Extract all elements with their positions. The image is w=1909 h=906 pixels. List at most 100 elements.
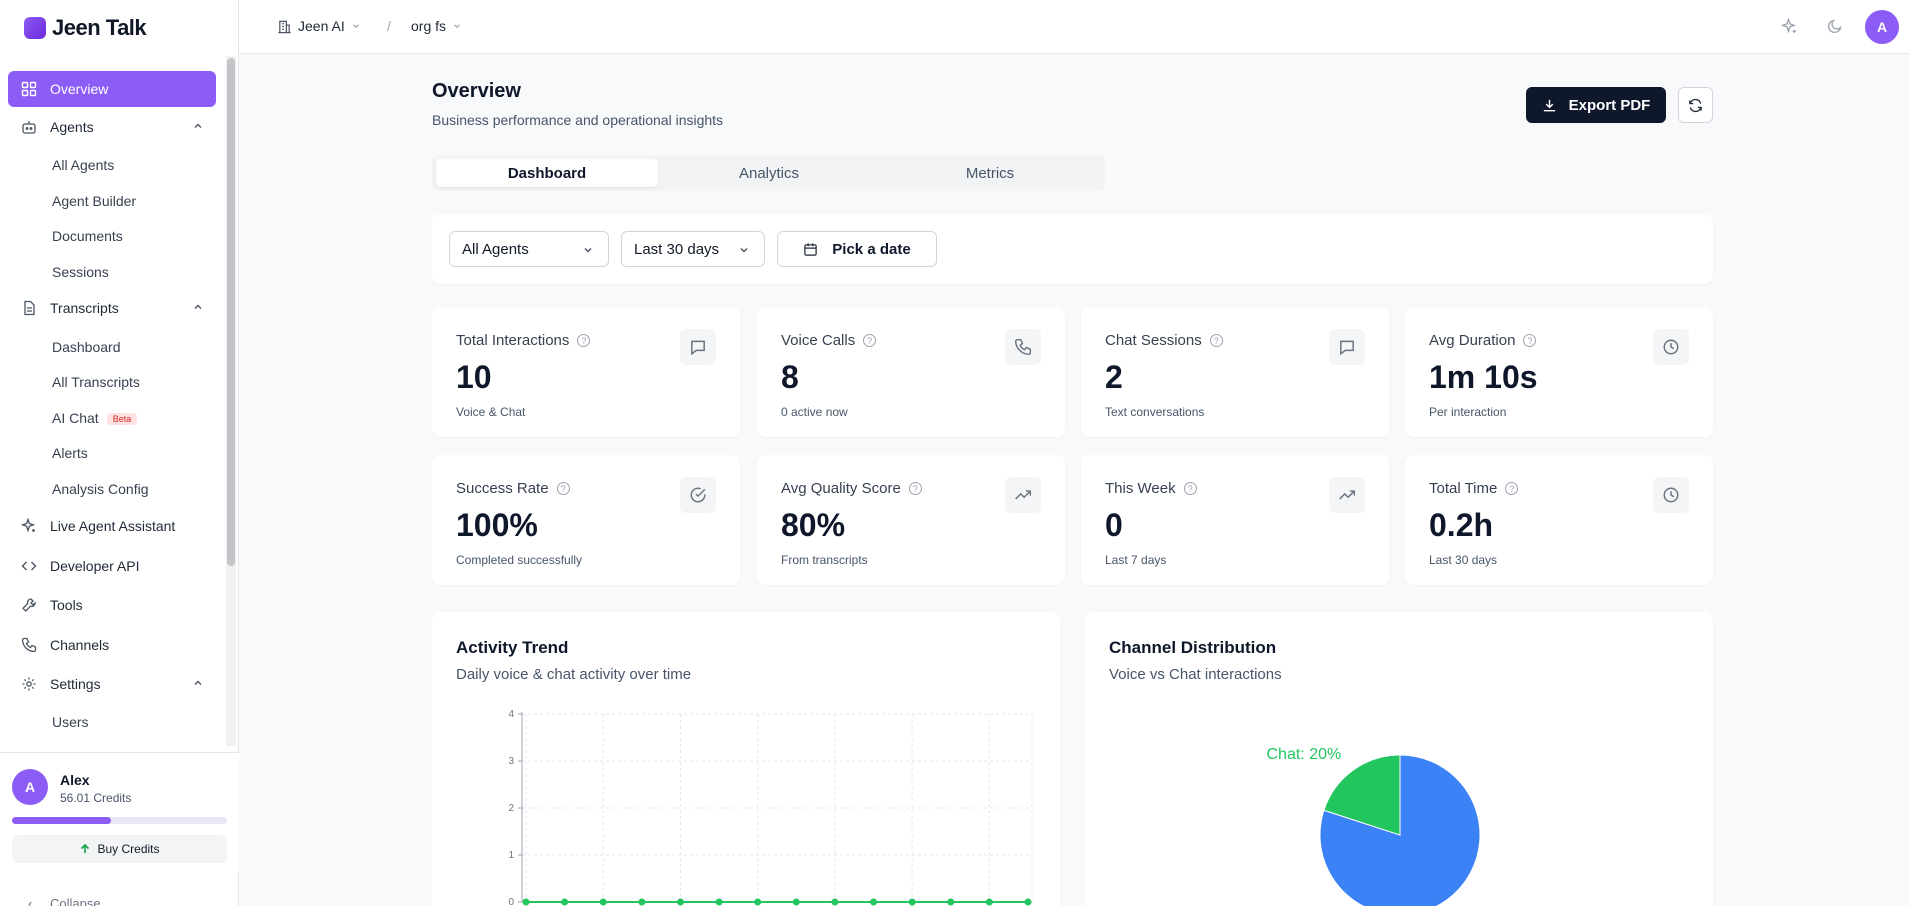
credit-progress-fill (12, 817, 111, 824)
agent-select[interactable]: All Agents (449, 231, 609, 267)
stat-card-subtext: 0 active now (781, 405, 848, 419)
pie-slice[interactable] (1323, 754, 1401, 836)
sparkle-icon (20, 517, 38, 535)
sidebar-subitem-alerts[interactable]: Alerts (52, 445, 88, 461)
chevron-left-icon: ‹ (28, 896, 33, 906)
tab-metrics[interactable]: Metrics (965, 164, 1015, 182)
help-icon[interactable]: ? (1523, 334, 1537, 347)
sidebar-subitem-sessions[interactable]: Sessions (52, 264, 109, 280)
avatar[interactable]: A (1865, 10, 1899, 44)
help-icon[interactable]: ? (1505, 482, 1519, 495)
calendar-icon (804, 242, 818, 256)
sidebar-subitem-analysis-config[interactable]: Analysis Config (52, 481, 149, 497)
stat-card-value: 10 (456, 359, 492, 395)
collapse-sidebar-button[interactable]: ‹ Collapse (28, 896, 101, 906)
chevron-up-icon[interactable] (192, 677, 204, 689)
sidebar-item-channels[interactable]: Channels (8, 627, 216, 663)
help-icon[interactable]: ? (908, 482, 922, 495)
export-pdf-button[interactable]: Export PDF (1526, 87, 1666, 123)
stat-card-subtext: Completed successfully (456, 553, 583, 567)
sidebar-subitem-all-agents[interactable]: All Agents (52, 157, 115, 173)
trend-up-icon (1329, 477, 1365, 513)
stat-card-title-row: Total Time? (1429, 480, 1519, 497)
stat-card-title-row: This Week? (1105, 480, 1197, 497)
org-switcher[interactable]: Jeen AI (277, 18, 361, 34)
data-point (985, 898, 993, 906)
sidebar-item-overview[interactable]: Overview (8, 71, 216, 107)
stat-card-subtext: Per interaction (1429, 405, 1507, 419)
sidebar-item-label: Channels (50, 637, 110, 653)
sparkle-icon[interactable] (1779, 16, 1799, 36)
stat-card-value: 80% (781, 507, 846, 543)
code-icon (20, 557, 38, 575)
sidebar-item-live-agent-assistant[interactable]: Live Agent Assistant (8, 508, 216, 544)
user-credits: 56.01 Credits (60, 791, 132, 805)
help-icon[interactable]: ? (1183, 482, 1197, 495)
stat-card-title: Avg Quality Score (781, 480, 901, 497)
sidebar-item-tools[interactable]: Tools (8, 587, 216, 623)
help-icon[interactable]: ? (577, 334, 591, 347)
chevron-up-icon[interactable] (192, 120, 204, 132)
y-tick-label: 0 (508, 897, 514, 906)
tab-dashboard[interactable]: Dashboard (436, 159, 658, 187)
stat-card-title-row: Total Interactions? (456, 332, 591, 349)
help-icon[interactable]: ? (863, 334, 877, 347)
stat-card-subtext: Last 7 days (1105, 553, 1167, 567)
data-point (522, 898, 530, 906)
date-range-select[interactable]: Last 30 days (621, 231, 765, 267)
help-icon[interactable]: ? (1209, 334, 1223, 347)
view-tabs: Dashboard Analytics Metrics (432, 155, 1105, 191)
project-switcher[interactable]: org fs (411, 18, 462, 34)
collapse-label: Collapse (49, 896, 101, 906)
sidebar-item-settings[interactable]: Settings (8, 666, 216, 702)
stat-card-subtext: Last 30 days (1429, 553, 1498, 567)
user-panel: A Alex 56.01 Credits Buy Credits (0, 752, 239, 872)
chevron-down-icon (584, 248, 592, 253)
stat-card-title: Success Rate (456, 480, 549, 497)
moon-icon[interactable] (1825, 16, 1845, 36)
chevron-up-icon[interactable] (192, 301, 204, 313)
sidebar-item-developer-api[interactable]: Developer API (8, 548, 216, 584)
stat-card-subtext: Text conversations (1105, 405, 1205, 419)
phone-icon (20, 636, 38, 654)
stat-card-title: Chat Sessions (1105, 332, 1202, 349)
wrench-icon (20, 596, 38, 614)
file-icon (20, 299, 38, 317)
sidebar-subitem-documents[interactable]: Documents (52, 228, 123, 244)
building-icon (278, 20, 291, 33)
check-circle-icon (680, 477, 716, 513)
sidebar-subitem-dashboard[interactable]: Dashboard (52, 339, 121, 355)
sidebar-item-label: Developer API (50, 558, 140, 574)
brand-logo[interactable]: Jeen Talk (24, 14, 147, 42)
stat-card-value: 2 (1105, 359, 1123, 395)
date-picker-button[interactable]: Pick a date (777, 231, 937, 267)
y-tick-label: 2 (508, 803, 514, 814)
sidebar-subitem-ai-chat[interactable]: AI Chat Beta (52, 410, 138, 426)
beta-badge: Beta (106, 413, 138, 426)
stat-card: Total Interactions? 10 Voice & Chat (432, 307, 740, 437)
scrollbar-thumb[interactable] (227, 58, 235, 566)
tab-analytics[interactable]: Analytics (738, 164, 800, 182)
sidebar-subitem-all-transcripts[interactable]: All Transcripts (52, 374, 140, 390)
sidebar-subitem-agent-builder[interactable]: Agent Builder (52, 193, 137, 209)
refresh-button[interactable] (1678, 87, 1713, 123)
sidebar-item-label: Overview (50, 81, 109, 97)
stat-card-title: Voice Calls (781, 332, 856, 349)
sidebar-subitem-users[interactable]: Users (52, 714, 89, 730)
sidebar-item-agents[interactable]: Agents (8, 109, 216, 145)
sidebar-subitem-label: AI Chat (52, 410, 99, 426)
activity-trend-panel: Activity Trend Daily voice & chat activi… (432, 612, 1060, 906)
data-point (599, 898, 607, 906)
sidebar-scrollbar[interactable] (226, 56, 236, 746)
data-point (561, 898, 569, 906)
sidebar-item-transcripts[interactable]: Transcripts (8, 290, 216, 326)
arrow-up-icon (81, 843, 90, 853)
stat-card: Avg Quality Score? 80% From transcripts (757, 455, 1065, 585)
stat-card: Voice Calls? 8 0 active now (757, 307, 1065, 437)
buy-credits-button[interactable]: Buy Credits (12, 835, 227, 863)
stat-card: Chat Sessions? 2 Text conversations (1081, 307, 1389, 437)
avatar[interactable]: A (12, 769, 48, 805)
stat-card-subtext: Voice & Chat (456, 405, 526, 419)
credit-progress-bar (12, 817, 227, 824)
help-icon[interactable]: ? (556, 482, 570, 495)
